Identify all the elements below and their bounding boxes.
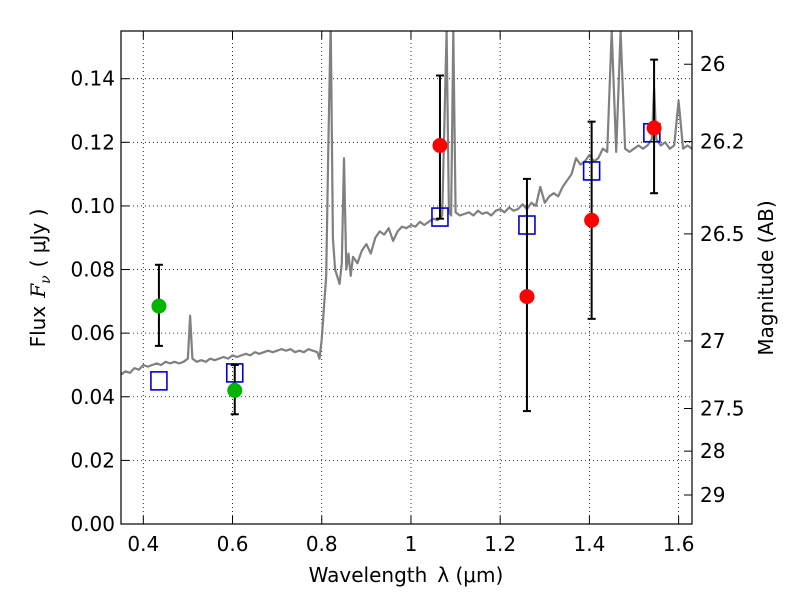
- y2-tick-label: 27.5: [700, 397, 745, 421]
- x-tick-label: 0.4: [127, 532, 159, 556]
- y-tick-label: 0.02: [70, 448, 115, 472]
- y-tick-label: 0.00: [70, 512, 115, 536]
- y-tick-label: 0.06: [70, 321, 115, 345]
- y-axis-label: FluxFν( μJy ): [26, 209, 54, 348]
- x-tick-label: 1.2: [484, 532, 516, 556]
- x-tick-label: 0.6: [217, 532, 249, 556]
- x-tick-label: 1: [405, 532, 418, 556]
- observed-point: [227, 382, 243, 398]
- y2-tick-label: 26.2: [700, 130, 745, 154]
- axis-ticks: 0.4 0.6 0.8 1 1.2 1.4 1.6 0.00 0.02 0.04 0.06 0.08 0…: [70, 31, 745, 556]
- y2-tick-label: 26.5: [700, 222, 745, 246]
- observed-point: [646, 120, 662, 136]
- y2-tick-label: 28: [700, 439, 725, 463]
- y2-axis-label: Magnitude (AB): [754, 200, 778, 355]
- y2-tick-label: 26: [700, 52, 725, 76]
- y-tick-label: 0.12: [70, 130, 115, 154]
- plot-frame: [120, 30, 693, 525]
- model-photometry-box: [150, 371, 168, 391]
- x-axis-label: Wavelength λ (μm): [309, 563, 504, 587]
- grid: [121, 31, 692, 525]
- model-spectrum-line: [121, 31, 692, 376]
- y-tick-label: 0.08: [70, 258, 115, 282]
- observed-point: [432, 138, 448, 154]
- observed-point: [519, 289, 535, 305]
- x-tick-label: 1.4: [573, 532, 605, 556]
- y-tick-label: 0.04: [70, 385, 115, 409]
- y-tick-label: 0.14: [70, 67, 115, 91]
- y-tick-label: 0.10: [70, 194, 115, 218]
- x-tick-label: 0.8: [306, 532, 338, 556]
- observed-point: [584, 212, 600, 228]
- y2-tick-label: 29: [700, 483, 725, 507]
- observed-point: [151, 298, 167, 314]
- y2-tick-label: 27: [700, 329, 725, 353]
- x-tick-label: 1.6: [663, 532, 695, 556]
- plot-area: [121, 31, 692, 416]
